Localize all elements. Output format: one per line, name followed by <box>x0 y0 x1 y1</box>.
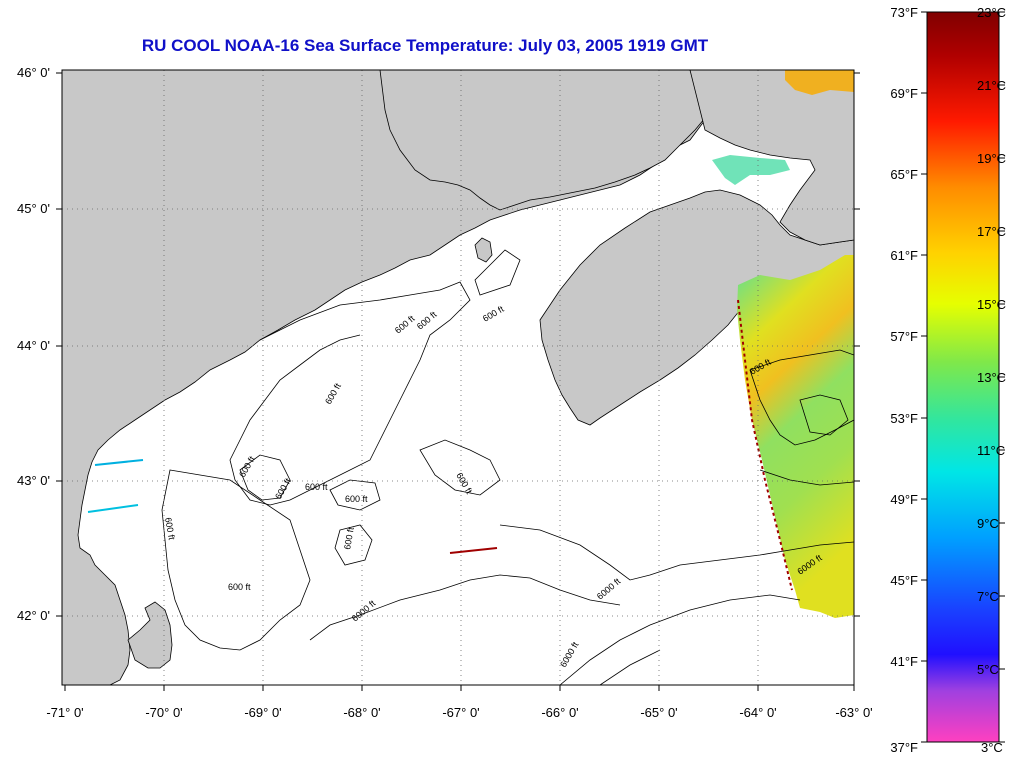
celsius-label: 9°C <box>977 516 999 531</box>
fahrenheit-label: 45°F <box>890 573 918 588</box>
plot-frame <box>61 69 855 686</box>
fahrenheit-label: 65°F <box>890 167 918 182</box>
lon-label: -68° 0' <box>343 705 380 720</box>
fahrenheit-label: 37°F <box>890 740 918 755</box>
lon-label: -66° 0' <box>541 705 578 720</box>
lat-label: 42° 0' <box>17 608 50 623</box>
celsius-label: 5°C <box>977 662 999 677</box>
celsius-label: 17°C <box>977 224 1006 239</box>
lon-label: -64° 0' <box>739 705 776 720</box>
land-mainland <box>62 70 706 685</box>
axis-ticks <box>56 72 860 691</box>
depth-label: 600 ft <box>305 482 328 492</box>
celsius-label: 13°C <box>977 370 1006 385</box>
celsius-label: 23°C <box>977 5 1006 20</box>
sst-coastal-edge <box>737 299 793 591</box>
lat-label: 43° 0' <box>17 473 50 488</box>
sst-streak-cyan-2 <box>87 504 139 513</box>
fahrenheit-label: 49°F <box>890 492 918 507</box>
depth-label: 600 ft <box>345 494 368 504</box>
depth-label: 600 ft <box>228 582 251 592</box>
fahrenheit-label: 53°F <box>890 411 918 426</box>
colorbar-f-labels: 73°F 69°F 65°F 61°F 57°F 53°F 49°F 45°F … <box>890 5 918 755</box>
lon-label: -71° 0' <box>46 705 83 720</box>
lon-label: -65° 0' <box>640 705 677 720</box>
lon-label: -70° 0' <box>145 705 182 720</box>
celsius-label: 11°C <box>977 443 1005 458</box>
grid-lines <box>62 70 854 685</box>
celsius-label: 19°C <box>977 151 1006 166</box>
lon-label: -69° 0' <box>244 705 281 720</box>
celsius-label: 21°C <box>977 78 1006 93</box>
sst-patch-ne <box>785 70 854 95</box>
lon-label: -67° 0' <box>442 705 479 720</box>
fahrenheit-label: 41°F <box>890 654 918 669</box>
colorbar-c-labels: 23°C 21°C 19°C 17°C 15°C 13°C 11°C 9°C 7… <box>977 5 1006 755</box>
lat-label: 44° 0' <box>17 338 50 353</box>
lat-label: 45° 0' <box>17 201 50 216</box>
map-title: RU COOL NOAA-16 Sea Surface Temperature:… <box>141 36 709 55</box>
sst-swath <box>737 255 854 618</box>
land-north-east <box>689 70 854 246</box>
colorbar <box>926 11 1000 743</box>
depth-label: 600 ft <box>163 517 177 541</box>
land-cape-cod <box>127 601 173 669</box>
fahrenheit-label: 61°F <box>890 248 918 263</box>
land-grand-manan <box>474 237 493 263</box>
fahrenheit-label: 73°F <box>890 5 918 20</box>
colorbar-ticks <box>921 11 1005 743</box>
lon-label: -63° 0' <box>835 705 872 720</box>
fahrenheit-label: 69°F <box>890 86 918 101</box>
celsius-label: 7°C <box>977 589 999 604</box>
celsius-label: 15°C <box>977 297 1006 312</box>
sst-streak-cyan-1 <box>94 459 144 466</box>
fahrenheit-label: 57°F <box>890 329 918 344</box>
sst-streak <box>449 547 498 554</box>
depth-label: 600 ft <box>342 526 356 550</box>
depth-contours <box>161 249 854 685</box>
lat-label: 46° 0' <box>17 65 50 80</box>
celsius-label: 3°C <box>981 740 1003 755</box>
sst-patch-north <box>712 155 790 185</box>
